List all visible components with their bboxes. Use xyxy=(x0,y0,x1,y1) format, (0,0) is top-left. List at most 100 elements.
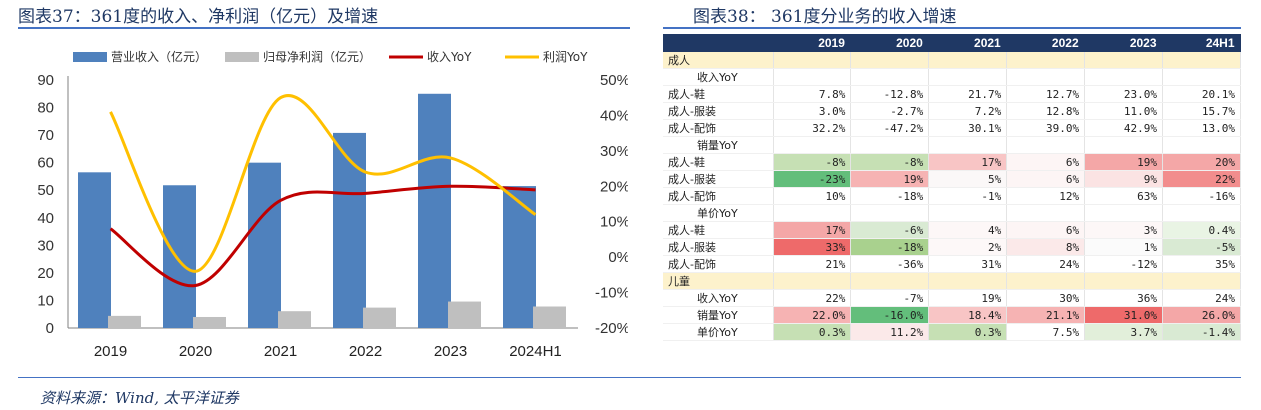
right-figure-title: 图表38： 361度分业务的收入增速 xyxy=(693,7,957,27)
left-axis-tick-label: 0 xyxy=(46,320,54,337)
empty-cell xyxy=(1084,136,1164,154)
legend-label: 营业收入（亿元） xyxy=(111,49,207,64)
row-label: 成人-服装 xyxy=(663,170,774,188)
empty-cell xyxy=(928,136,1008,154)
table-cell: 6% xyxy=(1006,170,1086,188)
left-axis-tick-label: 40 xyxy=(37,210,54,227)
table-cell: 20% xyxy=(1162,153,1241,171)
right-axis-tick-label: -20% xyxy=(595,320,628,337)
table-cell: 3% xyxy=(1084,221,1164,239)
legend-label: 收入YoY xyxy=(427,50,472,64)
empty-cell xyxy=(773,68,852,86)
header-year-24H1: 24H1 xyxy=(1162,34,1241,52)
empty-cell xyxy=(928,272,1008,290)
table-cell: 8% xyxy=(1006,238,1086,256)
row-label: 成人-鞋 xyxy=(663,221,774,239)
table-cell: 10% xyxy=(773,187,852,205)
row-label: 成人 xyxy=(663,52,774,69)
table-cell: 11.2% xyxy=(850,323,930,341)
table-cell: 32.2% xyxy=(773,119,852,137)
row-label: 成人-配饰 xyxy=(663,187,774,205)
table-cell: 9% xyxy=(1084,170,1164,188)
table-cell: 0.3% xyxy=(773,323,852,341)
table-cell: 17% xyxy=(928,153,1008,171)
table-cell: -1.4% xyxy=(1162,323,1241,341)
empty-cell xyxy=(1006,272,1086,290)
table-row: 成人-服装 33% -18% 2% 8% 1% -5% xyxy=(663,238,1241,256)
table-cell: 12% xyxy=(1006,187,1086,205)
table-row: 成人-鞋 -8% -8% 17% 6% 19% 20% xyxy=(663,153,1241,171)
right-axis-tick-label: 20% xyxy=(600,178,628,195)
table-row: 收入YoY xyxy=(663,68,1241,86)
right-axis-tick-label: 10% xyxy=(600,214,628,231)
legend-label: 归母净利润（亿元） xyxy=(263,49,371,64)
table-cell: 3.0% xyxy=(773,102,852,120)
empty-cell xyxy=(928,52,1008,69)
table-cell: -1% xyxy=(928,187,1008,205)
table-cell: 7.2% xyxy=(928,102,1008,120)
table-cell: -16% xyxy=(1162,187,1241,205)
table-cell: 31% xyxy=(928,255,1008,273)
row-label: 成人-服装 xyxy=(663,238,774,256)
table-cell: 7.5% xyxy=(1006,323,1086,341)
table-cell: 12.8% xyxy=(1006,102,1086,120)
header-year-2023: 2023 xyxy=(1084,34,1163,52)
table-cell: 4% xyxy=(928,221,1008,239)
table-cell: -2.7% xyxy=(850,102,930,120)
x-axis-tick-label: 2021 xyxy=(264,343,297,360)
table-cell: 2% xyxy=(928,238,1008,256)
table-cell: 1% xyxy=(1084,238,1164,256)
table-header-row: 2019 2020 2021 2022 2023 24H1 xyxy=(663,34,1241,52)
header-label-cell xyxy=(663,34,773,52)
left-title-rule xyxy=(18,27,630,29)
row-label: 成人-鞋 xyxy=(663,85,774,103)
table-cell: 11.0% xyxy=(1084,102,1164,120)
table-cell: 23.0% xyxy=(1084,85,1164,103)
table-cell: 6% xyxy=(1006,221,1086,239)
legend-swatch xyxy=(73,52,107,62)
x-axis-tick-label: 2023 xyxy=(434,343,467,360)
table-cell: -5% xyxy=(1162,238,1241,256)
table-cell: 18.4% xyxy=(928,306,1008,324)
table-cell: 22% xyxy=(1162,170,1241,188)
table-cell: 5% xyxy=(928,170,1008,188)
left-axis-tick-label: 90 xyxy=(37,72,54,89)
x-axis-tick-label: 2020 xyxy=(179,343,212,360)
empty-cell xyxy=(1162,272,1241,290)
table-cell: 22.0% xyxy=(773,306,852,324)
table-cell: 26.0% xyxy=(1162,306,1241,324)
table-row: 成人-配饰 21% -36% 31% 24% -12% 35% xyxy=(663,255,1241,273)
empty-cell xyxy=(850,272,930,290)
table-cell: 19% xyxy=(1084,153,1164,171)
table-row: 成人-配饰 32.2% -47.2% 30.1% 39.0% 42.9% 13.0% xyxy=(663,119,1241,137)
revenue-profit-chart: 0 10 20 30 40 50 60 70 80 90 -20% -10% 0% 10% 20% 30% 40… xyxy=(37,49,628,360)
empty-cell xyxy=(1006,136,1086,154)
empty-cell xyxy=(1084,204,1164,222)
row-label: 成人-鞋 xyxy=(663,153,774,171)
empty-cell xyxy=(1006,68,1086,86)
row-label: 成人-配饰 xyxy=(663,255,774,273)
table-cell: 30.1% xyxy=(928,119,1008,137)
table-cell: 20.1% xyxy=(1162,85,1241,103)
table-section-row: 儿童 xyxy=(663,272,1241,290)
table-cell: 36% xyxy=(1084,289,1164,307)
table-cell: 30% xyxy=(1006,289,1086,307)
table-row: 单价YoY 0.3% 11.2% 0.3% 7.5% 3.7% -1.4% xyxy=(663,323,1241,341)
table-row: 成人-鞋 17% -6% 4% 6% 3% 0.4% xyxy=(663,221,1241,239)
profit-bar xyxy=(108,315,141,328)
table-cell: 3.7% xyxy=(1084,323,1164,341)
revenue-bar xyxy=(163,185,196,328)
source-note: 资料来源：Wind, 太平洋证券 xyxy=(40,389,239,407)
table-cell: 13.0% xyxy=(1162,119,1241,137)
x-axis-tick-label: 2019 xyxy=(94,343,127,360)
empty-cell xyxy=(1084,68,1164,86)
revenue-bar xyxy=(418,93,451,329)
table-cell: -23% xyxy=(773,170,852,188)
left-axis-tick-label: 70 xyxy=(37,127,54,144)
table-row: 成人-服装 -23% 19% 5% 6% 9% 22% xyxy=(663,170,1241,188)
header-year-2022: 2022 xyxy=(1006,34,1085,52)
row-label: 销量YoY xyxy=(663,306,774,324)
segment-growth-table-container: 2019 2020 2021 2022 2023 24H1 成人 收入YoY 成人-鞋 7.8%… xyxy=(663,34,1241,341)
revenue-bar xyxy=(78,172,111,328)
left-axis-tick-label: 60 xyxy=(37,155,54,172)
